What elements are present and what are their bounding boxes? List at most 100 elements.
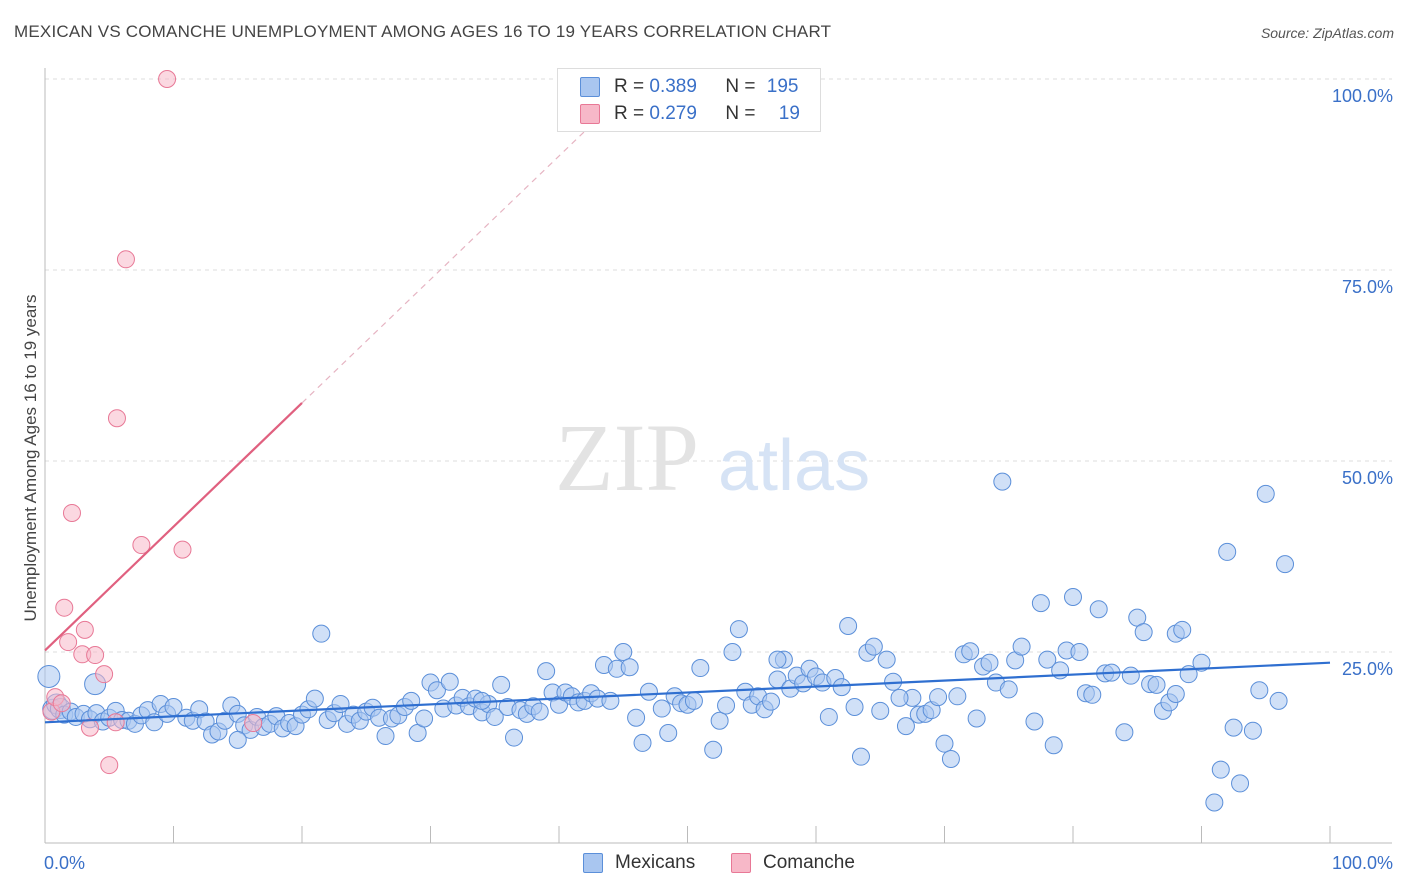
point-mexicans [1083, 685, 1102, 704]
y-tick-label: 50.0% [1342, 468, 1393, 488]
point-mexicans [614, 643, 633, 661]
point-mexicans [427, 681, 446, 700]
point-mexicans [762, 692, 781, 711]
point-mexicans [633, 733, 652, 752]
y-axis-label: Unemployment Among Ages 16 to 19 years [21, 295, 40, 622]
point-comanche [55, 598, 74, 617]
point-comanche [62, 503, 81, 522]
point-mexicans [1134, 623, 1153, 642]
point-mexicans [961, 642, 980, 661]
n-value-comanche: 19 [778, 103, 800, 124]
r-value-comanche: 0.279 [649, 103, 697, 124]
point-mexicans [1089, 600, 1108, 619]
point-mexicans [312, 624, 331, 643]
point-mexicans [620, 658, 639, 677]
point-mexicans [1012, 637, 1031, 656]
point-mexicans [1211, 760, 1230, 779]
point-mexicans [402, 691, 421, 710]
point-comanche [95, 665, 114, 684]
series-comanche [42, 70, 263, 775]
point-mexicans [1038, 650, 1057, 669]
y-tick-label: 100.0% [1332, 86, 1393, 106]
legend-swatch-comanche [580, 104, 600, 124]
point-comanche [173, 540, 192, 559]
point-mexicans [1276, 555, 1295, 574]
point-mexicans [1243, 721, 1262, 740]
point-mexicans [851, 747, 870, 766]
point-mexicans [929, 688, 948, 707]
point-mexicans [717, 696, 736, 715]
watermark-zip: ZIP [555, 404, 699, 511]
legend-label-comanche: Comanche [763, 852, 855, 873]
point-mexicans [415, 709, 434, 728]
x-tick-label-max: 100.0% [1332, 853, 1393, 873]
point-mexicans [864, 637, 883, 656]
y-tick-labels: 25.0% 50.0% 75.0% 100.0% [1332, 86, 1393, 679]
legend-swatch-mexicans [583, 853, 603, 873]
point-mexicans [1121, 666, 1140, 685]
point-mexicans [659, 723, 678, 742]
trend-extension-comanche [301, 93, 624, 404]
x-tick-labels: 0.0% 100.0% [44, 853, 1393, 873]
point-mexicans [1173, 620, 1192, 639]
correlation-legend: R = 0.389 N = 195 R = 0.279 N = 19 [557, 68, 821, 132]
point-comanche [52, 694, 71, 713]
point-mexicans [1218, 542, 1237, 561]
n-value-mexicans: 195 [766, 76, 799, 97]
point-mexicans [530, 702, 549, 721]
point-mexicans [729, 620, 748, 639]
point-comanche [158, 70, 177, 88]
legend-swatch-mexicans [580, 77, 600, 97]
point-mexicans [890, 688, 909, 707]
point-mexicans [1192, 653, 1211, 672]
watermark-atlas: atlas [718, 426, 870, 506]
point-mexicans [37, 664, 61, 688]
point-mexicans [967, 709, 986, 728]
point-mexicans [871, 701, 890, 720]
r-value-mexicans: 0.389 [649, 76, 697, 97]
point-mexicans [723, 643, 742, 661]
point-mexicans [1269, 691, 1288, 710]
point-mexicans [993, 472, 1012, 491]
legend-item-comanche[interactable]: Comanche [731, 852, 855, 874]
point-mexicans [1250, 681, 1269, 700]
gridlines [45, 78, 1392, 653]
legend-item-mexicans[interactable]: Mexicans [583, 852, 695, 874]
n-label: N = [725, 76, 756, 97]
point-mexicans [485, 707, 504, 726]
trend-line-mexicans [44, 661, 1331, 724]
point-mexicans [768, 650, 787, 669]
y-tick-label: 25.0% [1342, 659, 1393, 679]
point-mexicans [1025, 712, 1044, 731]
legend-label-mexicans: Mexicans [615, 852, 696, 873]
point-mexicans [819, 707, 838, 726]
point-mexicans [1231, 774, 1250, 793]
trend-line-comanche [44, 402, 303, 652]
point-mexicans [652, 699, 671, 718]
point-comanche [75, 620, 94, 639]
point-comanche [59, 633, 78, 652]
point-comanche [107, 409, 126, 428]
point-mexicans [832, 678, 851, 697]
point-mexicans [639, 682, 658, 701]
point-comanche [86, 646, 105, 665]
point-comanche [106, 713, 125, 732]
point-mexicans [935, 734, 954, 753]
point-mexicans [691, 659, 710, 678]
r-label: R = [614, 76, 645, 97]
point-mexicans [1064, 587, 1082, 606]
r-label: R = [614, 103, 645, 124]
point-mexicans [1224, 718, 1243, 737]
point-mexicans [1070, 643, 1089, 661]
point-mexicans [1115, 723, 1134, 742]
y-tick-label: 75.0% [1342, 277, 1393, 297]
point-mexicans [1031, 594, 1050, 613]
point-mexicans [839, 617, 858, 636]
point-mexicans [1044, 736, 1063, 755]
chart-title: MEXICAN VS COMANCHE UNEMPLOYMENT AMONG A… [14, 22, 832, 41]
point-mexicans [627, 708, 646, 727]
point-comanche [80, 718, 99, 737]
point-comanche [116, 250, 135, 269]
series-mexicans [37, 472, 1295, 812]
